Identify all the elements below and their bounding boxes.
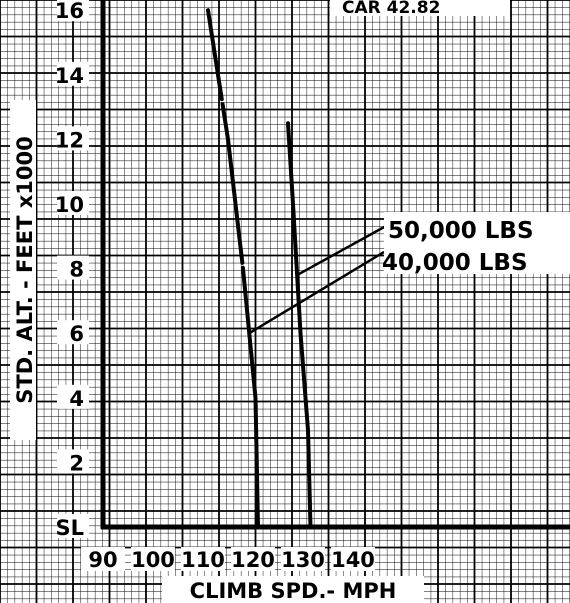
y-tick-label: 4 (69, 387, 84, 411)
x-tick-label: 110 (181, 548, 225, 572)
x-tick-label: 140 (331, 548, 375, 572)
x-tick-label-bg (281, 547, 325, 571)
annotation-leaders (248, 224, 387, 335)
annotation-40000-lbs: 40,000 LBS (382, 250, 528, 276)
y-tick-label-bg (57, 61, 89, 86)
y-tick-label: 2 (69, 451, 84, 475)
x-tick-label-bg (181, 547, 225, 571)
x-tick-label: 120 (231, 548, 275, 572)
x-tick-label: 100 (131, 548, 175, 572)
x-tick-label-bg (331, 547, 375, 571)
header-text: CAR 42.82 (342, 0, 440, 18)
header-box: CAR 42.82 (330, 0, 510, 18)
y-tick-label: 6 (69, 322, 84, 346)
x-tick-label-bg (131, 547, 175, 571)
x-tick-labels: 90 100 110 120 130 140 (81, 547, 375, 572)
y-tick-label-bg (57, 320, 89, 345)
axes (100, 0, 570, 530)
leader-line-50000-lbs (296, 224, 387, 277)
annotation-labels: 50,000 LBS 40,000 LBS (382, 212, 570, 276)
y-axis-label: STD. ALT. - FEET x1000 (13, 136, 37, 403)
x-axis-label: CLIMB SPD.- MPH (190, 579, 397, 603)
series-layer (206, 8, 313, 529)
y-axis-label-box: STD. ALT. - FEET x1000 (10, 100, 37, 440)
x-tick-label-bg (231, 547, 275, 571)
y-tick-label-bg (57, 514, 89, 538)
y-tick-label: SL (55, 516, 84, 540)
series-line-50000-lbs (206, 8, 260, 529)
x-axis-label-box: CLIMB SPD.- MPH (162, 576, 424, 603)
x-tick-label: 130 (281, 548, 325, 572)
y-tick-label-bg (57, 126, 89, 151)
annotation-50000-lbs: 50,000 LBS (388, 218, 534, 244)
series-line-40000-lbs (286, 121, 313, 529)
y-tick-label: 10 (55, 193, 84, 217)
y-tick-label-bg (57, 0, 89, 22)
y-tick-label: 16 (55, 0, 84, 23)
y-tick-label: 8 (69, 258, 84, 282)
y-tick-label-bg (57, 191, 89, 215)
y-tick-labels: SL 2 4 6 8 10 12 14 16 (55, 0, 89, 540)
y-tick-label: 14 (55, 64, 84, 88)
y-tick-label-bg (57, 255, 89, 280)
x-tick-label: 90 (88, 548, 117, 572)
y-tick-label: 12 (55, 128, 84, 152)
x-tick-label-bg (81, 547, 125, 571)
y-tick-label-bg (57, 449, 89, 474)
leader-line-40000-lbs (248, 250, 385, 335)
y-tick-label-bg (57, 384, 89, 409)
